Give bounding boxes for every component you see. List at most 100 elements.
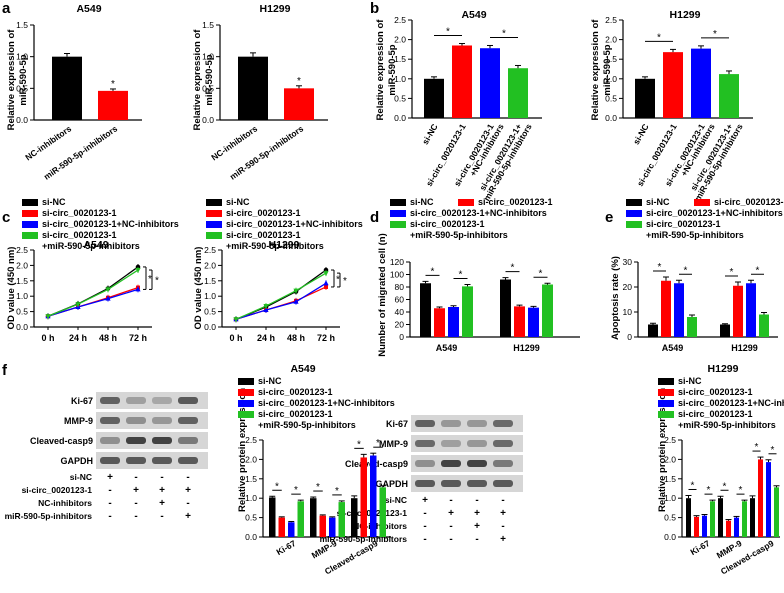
data-point xyxy=(45,314,51,320)
bar xyxy=(500,279,511,337)
condition-mark: - xyxy=(186,472,189,483)
condition-label: miR-590-5p-inhibitors xyxy=(320,534,408,544)
blot-strip xyxy=(411,415,523,432)
blot-band xyxy=(415,480,435,487)
x-tick-label: H1299 xyxy=(731,343,758,353)
blot-band xyxy=(100,457,120,464)
e-legend-swatch xyxy=(626,221,642,228)
a-y-tick-label: 0.5 xyxy=(16,83,28,93)
condition-label: si-circ_0020123-1 xyxy=(22,485,93,495)
f2-y-tick-label: 1.0 xyxy=(664,493,676,503)
f1-y-tick-label: 2.5 xyxy=(245,435,257,445)
bar xyxy=(288,522,295,537)
c1-legend-swatch xyxy=(22,232,38,239)
c1-legend-swatch xyxy=(22,221,38,228)
f2-legend-swatch xyxy=(658,378,674,385)
f1-y-tick-label: 0.5 xyxy=(245,513,257,523)
bar xyxy=(448,307,459,337)
condition-label: NC-inhibitors xyxy=(38,498,92,508)
chart-title: A549 xyxy=(83,239,108,251)
blot-strip xyxy=(96,392,208,409)
e-legend-text: si-circ_0020123-1 xyxy=(714,197,784,207)
chart-title: A549 xyxy=(76,3,101,15)
blot-band xyxy=(467,460,487,467)
condition-label: miR-590-5p-inhibitors xyxy=(5,511,93,521)
bar xyxy=(420,283,431,337)
b2-y-tick-label: 2.5 xyxy=(605,15,617,25)
bar xyxy=(686,498,691,537)
blot-row-label: Cleaved-casp9 xyxy=(30,436,93,446)
a-y-tick-label: 0.5 xyxy=(202,83,214,93)
b1-y-tick-label: 1.0 xyxy=(394,74,406,84)
data-point xyxy=(135,286,141,292)
f1-star: * xyxy=(294,485,298,496)
x-tick-label: Ki-67 xyxy=(274,538,297,557)
bar xyxy=(702,515,707,537)
bar xyxy=(351,498,358,537)
condition-mark: + xyxy=(185,511,191,522)
panel-letter-a: a xyxy=(2,0,11,17)
f2-y-tick-label: 1.5 xyxy=(664,474,676,484)
f1-legend-text: +miR-590-5p-inhibitors xyxy=(258,420,356,430)
d-legend-swatch xyxy=(390,199,406,206)
d-y-label: Number of migrated cell (n) xyxy=(377,233,388,357)
b1-y-label: Relative expression of xyxy=(375,19,386,121)
c2-legend-text: +miR-590-5p-inhibitors xyxy=(226,241,324,251)
f1-y-tick-label: 1.0 xyxy=(245,493,257,503)
panel-letter-d: d xyxy=(370,209,379,226)
blot-band xyxy=(415,460,435,467)
blot-band xyxy=(178,417,198,424)
panel-letter-e: e xyxy=(605,209,613,226)
x-tick-label: 0 h xyxy=(41,333,54,343)
f2-legend-swatch xyxy=(658,411,674,418)
condition-mark: - xyxy=(160,472,163,483)
bar xyxy=(733,285,743,337)
f2-star: * xyxy=(739,485,743,496)
f2-legend-text: si-circ_0020123-1 xyxy=(678,387,753,397)
condition-mark: + xyxy=(500,534,506,545)
b2-y-tick-label: 0.5 xyxy=(605,93,617,103)
f2-star: * xyxy=(771,445,775,456)
f1-star: * xyxy=(376,438,380,449)
bar xyxy=(766,462,771,537)
bar xyxy=(424,78,444,118)
bar xyxy=(338,502,345,537)
a-y-tick-label: 0.0 xyxy=(202,115,214,125)
e-legend-text: si-circ_0020123-1 xyxy=(646,219,721,229)
c2-y-tick-label: 1.5 xyxy=(204,276,216,286)
f1-legend-swatch xyxy=(238,389,254,396)
x-tick-label: 24 h xyxy=(257,333,275,343)
significance-star: * xyxy=(111,79,115,90)
f1-star: * xyxy=(335,486,339,497)
blot-band xyxy=(152,397,172,404)
condition-mark: - xyxy=(501,521,504,532)
x-tick-label: 0 h xyxy=(229,333,242,343)
blot-row-label: MMP-9 xyxy=(64,416,93,426)
condition-mark: - xyxy=(449,534,452,545)
d-legend-swatch xyxy=(390,221,406,228)
bar xyxy=(329,517,336,537)
blot-band xyxy=(100,417,120,424)
condition-mark: - xyxy=(475,495,478,506)
f2-y-tick-label: 0.0 xyxy=(664,532,676,542)
blot-row-label: GAPDH xyxy=(60,456,93,466)
f1-y-label: Relative protein expression xyxy=(237,388,248,512)
b2-y-tick-label: 1.0 xyxy=(605,74,617,84)
blot-band xyxy=(178,437,198,444)
bar xyxy=(663,52,683,119)
c2-y-label: OD value (450 nm) xyxy=(193,247,204,330)
c1-y-tick-label: 2.0 xyxy=(16,260,28,270)
blot-band xyxy=(441,420,461,427)
blot-band xyxy=(415,440,435,447)
e-star: * xyxy=(658,262,662,273)
bar xyxy=(746,283,756,337)
c2-legend-swatch xyxy=(206,210,222,217)
blot-band xyxy=(441,460,461,467)
f1-legend-text: si-circ_0020123-1 xyxy=(258,409,333,419)
bar xyxy=(462,286,473,337)
x-tick-label: 72 h xyxy=(129,333,147,343)
blot-band xyxy=(126,457,146,464)
e-legend-swatch xyxy=(694,199,710,206)
c2-y-tick-label: 0.5 xyxy=(204,307,216,317)
condition-mark: - xyxy=(423,508,426,519)
